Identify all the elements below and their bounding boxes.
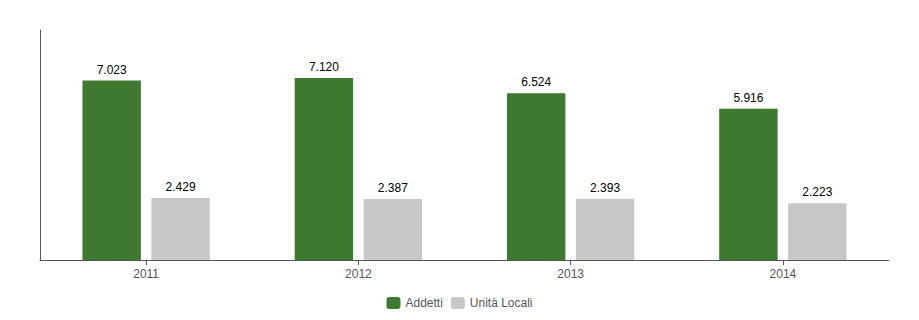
svg-text:Unità Locali: Unità Locali: [470, 296, 533, 310]
svg-text:7.023: 7.023: [97, 63, 127, 77]
svg-text:2013: 2013: [557, 267, 584, 281]
svg-text:2014: 2014: [770, 267, 797, 281]
svg-text:2.429: 2.429: [166, 180, 196, 194]
svg-text:2.223: 2.223: [802, 185, 832, 199]
svg-text:7.120: 7.120: [309, 60, 339, 74]
svg-text:Addetti: Addetti: [405, 296, 442, 310]
svg-text:2.393: 2.393: [590, 181, 620, 195]
svg-text:5.916: 5.916: [733, 91, 763, 105]
svg-text:2.387: 2.387: [378, 181, 408, 195]
svg-text:6.524: 6.524: [521, 75, 551, 89]
svg-text:2011: 2011: [133, 267, 159, 281]
svg-text:2012: 2012: [345, 267, 372, 281]
